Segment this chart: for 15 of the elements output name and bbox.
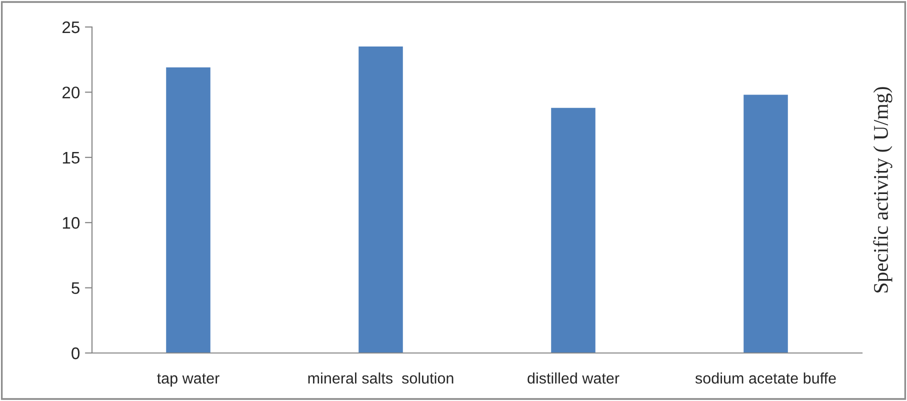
y-tick-label: 15 bbox=[62, 152, 80, 164]
bar bbox=[166, 67, 210, 353]
y-tick-label: 25 bbox=[62, 21, 80, 34]
x-tick-label: tap water bbox=[157, 374, 220, 387]
bar bbox=[358, 46, 403, 353]
bar bbox=[551, 108, 596, 353]
y-axis-title: Specific activity ( U/mg) bbox=[873, 87, 892, 292]
x-tick-label: distilled water bbox=[528, 372, 620, 384]
y-tick-label: 0 bbox=[72, 347, 80, 360]
y-tick-label: 5 bbox=[72, 282, 80, 294]
bar bbox=[744, 94, 788, 353]
y-tick-label: 20 bbox=[62, 86, 80, 98]
x-tick-label: sodium acetate buffe bbox=[695, 372, 836, 384]
y-tick-label: 10 bbox=[62, 217, 80, 229]
x-tick-label: mineral salts solution bbox=[308, 372, 454, 384]
